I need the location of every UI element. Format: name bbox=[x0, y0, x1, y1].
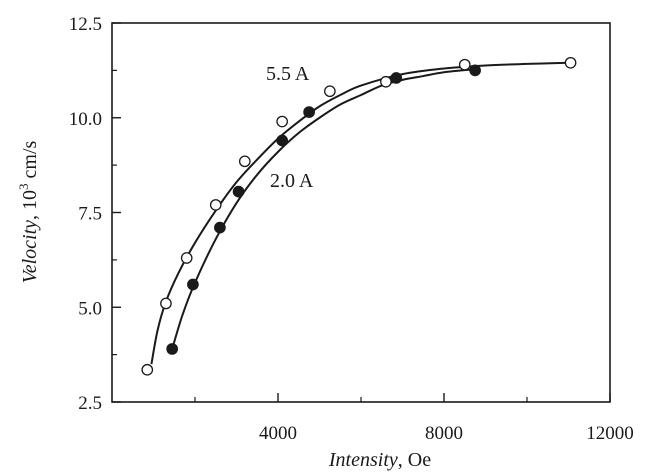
y-tick-label: 12.5 bbox=[69, 14, 102, 35]
open-circle-point bbox=[380, 75, 392, 88]
data-markers bbox=[141, 56, 577, 376]
y-tick-label: 5.0 bbox=[78, 298, 102, 319]
filled-circle-point bbox=[303, 106, 315, 118]
fit-curves bbox=[150, 61, 569, 365]
filled-circle-point bbox=[187, 278, 199, 291]
filled-circle-point bbox=[214, 221, 226, 234]
open-circle-point bbox=[324, 85, 336, 98]
axis-ticks: 4000 8000 12000 2.5 5.0 7.5 10.0 12.5 bbox=[69, 14, 634, 444]
x-axis-title: Intensity, Oe bbox=[328, 449, 431, 471]
y-tick-label: 7.5 bbox=[78, 204, 102, 225]
open-circle-point bbox=[458, 58, 471, 71]
filled-circle-point bbox=[166, 343, 179, 355]
series-curve-0 bbox=[150, 61, 569, 365]
open-circle-point bbox=[238, 155, 251, 168]
y-tick-label: 2.5 bbox=[78, 393, 102, 414]
open-circle-point bbox=[276, 115, 288, 128]
open-circle-point bbox=[209, 199, 222, 211]
open-circle-point bbox=[160, 297, 172, 310]
x-tick-label: 4000 bbox=[259, 423, 297, 444]
series-label-2-0a: 2.0 A bbox=[270, 170, 314, 192]
y-tick-label: 10.0 bbox=[69, 109, 102, 130]
series-label-5-5a: 5.5 A bbox=[266, 63, 310, 85]
y-axis-title: Velocity, 103 cm/s bbox=[16, 140, 41, 283]
open-circle-point bbox=[141, 363, 154, 376]
open-circle-point bbox=[564, 56, 577, 69]
x-tick-label: 12000 bbox=[586, 423, 634, 444]
filled-circle-point bbox=[276, 134, 288, 147]
series-curve-1 bbox=[171, 68, 476, 350]
filled-circle-point bbox=[469, 64, 481, 77]
x-tick-label: 8000 bbox=[425, 423, 463, 444]
filled-circle-point bbox=[390, 72, 403, 84]
open-circle-point bbox=[180, 252, 193, 264]
plot-frame bbox=[111, 22, 611, 403]
filled-circle-point bbox=[232, 185, 245, 198]
